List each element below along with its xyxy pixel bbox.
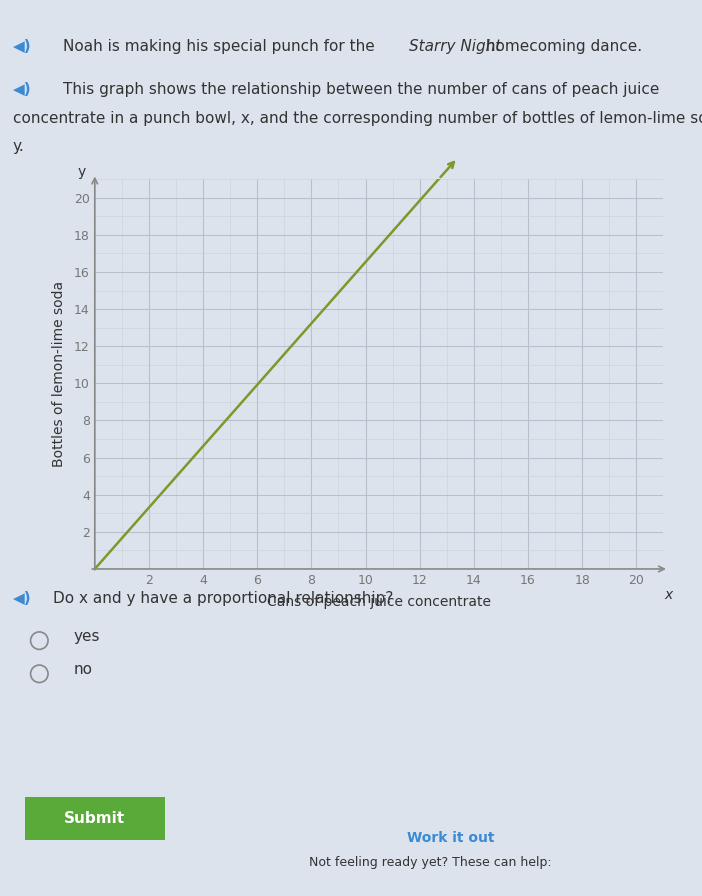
Text: Do x and y have a proportional relationship?: Do x and y have a proportional relations… <box>53 591 393 607</box>
Y-axis label: Bottles of lemon-lime soda: Bottles of lemon-lime soda <box>52 281 66 467</box>
Text: yes: yes <box>74 629 100 643</box>
Text: ◀): ◀) <box>13 82 32 98</box>
Text: Work it out: Work it out <box>407 831 495 846</box>
Text: homecoming dance.: homecoming dance. <box>481 39 642 55</box>
Text: y.: y. <box>13 139 25 154</box>
Text: Starry Night: Starry Night <box>409 39 501 55</box>
Text: Not feeling ready yet? These can help:: Not feeling ready yet? These can help: <box>309 856 552 869</box>
Text: no: no <box>74 662 93 676</box>
Text: ◀): ◀) <box>13 591 32 607</box>
X-axis label: Cans of peach juice concentrate: Cans of peach juice concentrate <box>267 595 491 609</box>
Text: x: x <box>665 588 673 601</box>
Text: This graph shows the relationship between the number of cans of peach juice: This graph shows the relationship betwee… <box>63 82 660 98</box>
Text: ◀): ◀) <box>13 39 32 55</box>
Text: Noah is making his special punch for the: Noah is making his special punch for the <box>63 39 380 55</box>
Text: y: y <box>77 165 86 179</box>
Text: concentrate in a punch bowl, x, and the corresponding number of bottles of lemon: concentrate in a punch bowl, x, and the … <box>13 111 702 126</box>
Text: Submit: Submit <box>64 812 126 826</box>
